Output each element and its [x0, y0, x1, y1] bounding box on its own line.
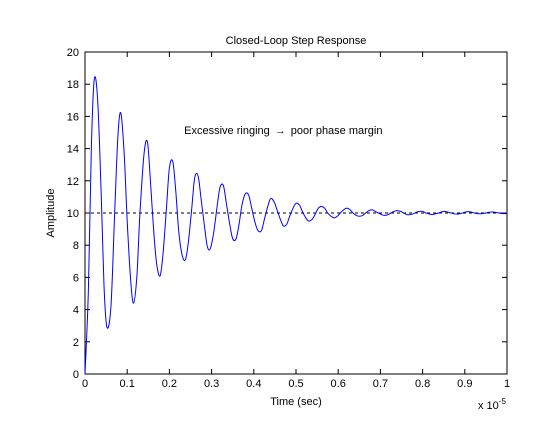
y-axis-ticks: 0 2 4 6 8 10 12 14 16 18 20	[67, 47, 507, 381]
x-axis-multiplier: x 10-5	[478, 397, 506, 412]
y-tick-label: 20	[67, 47, 79, 59]
y-tick-label: 2	[73, 337, 79, 349]
ringing-annotation: Excessive ringing → poor phase margin	[184, 125, 382, 137]
x-tick-label: 0.9	[457, 378, 472, 390]
x-tick-label: 0	[82, 378, 88, 390]
y-tick-label: 8	[73, 240, 79, 252]
y-axis-label: Amplitude	[45, 189, 57, 238]
x-tick-label: 0.2	[162, 378, 177, 390]
x-tick-label: 0.6	[331, 378, 346, 390]
annotation-text-before: Excessive ringing	[184, 125, 270, 137]
x-tick-label: 0.1	[120, 378, 135, 390]
y-tick-label: 14	[67, 144, 79, 156]
y-tick-label: 12	[67, 176, 79, 188]
annotation-text-after: poor phase margin	[291, 125, 383, 137]
x-tick-label: 0.8	[415, 378, 430, 390]
step-response-series-line	[84, 76, 508, 375]
chart-title: Closed-Loop Step Response	[226, 35, 367, 47]
x-tick-label: 0.4	[246, 378, 261, 390]
x-tick-label: 0.3	[204, 378, 219, 390]
y-tick-label: 0	[73, 369, 79, 381]
arrow-icon: →	[275, 125, 286, 137]
y-tick-label: 18	[67, 79, 79, 91]
y-tick-label: 6	[73, 272, 79, 284]
y-tick-label: 16	[67, 111, 79, 123]
y-tick-label: 4	[73, 305, 79, 317]
x-tick-label: 0.7	[373, 378, 388, 390]
x-axis-ticks: 0 0.1 0.2 0.3 0.4 0.5 0.6 0.7 0.8 0.9 1	[82, 52, 510, 390]
x-tick-label: 0.5	[288, 378, 303, 390]
x-axis-label: Time (sec)	[270, 396, 322, 408]
x-tick-label: 1	[504, 378, 510, 390]
y-tick-label: 10	[67, 208, 79, 220]
